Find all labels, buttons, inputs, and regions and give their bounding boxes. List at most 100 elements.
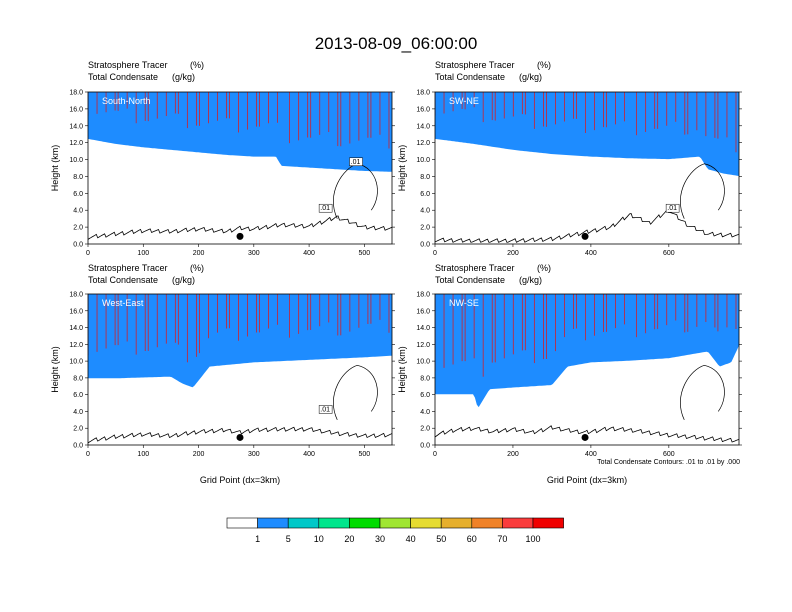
panel-header-tracer: Stratosphere Tracer (435, 60, 515, 70)
colorbar-label: 50 (436, 534, 446, 544)
x-tick-label: 400 (585, 451, 597, 458)
panels: Stratosphere Tracer (%) Total Condensate (g… (50, 60, 742, 485)
colorbar-label: 60 (467, 534, 477, 544)
x-tick-label: 100 (137, 451, 149, 458)
location-marker (581, 433, 589, 441)
y-tick-label: 6.0 (420, 191, 430, 198)
y-axis-label: Height (km) (50, 145, 60, 192)
tracer-band-10 (435, 92, 739, 176)
panel-header-condensate: Total Condensate (88, 72, 158, 82)
condensate-contour (333, 364, 378, 420)
tracer-band-10 (88, 92, 392, 172)
condensate-contour (680, 163, 725, 219)
contour-label: .01 (320, 205, 330, 212)
colorbar-label: 1 (255, 534, 260, 544)
y-tick-label: 4.0 (420, 409, 430, 416)
region-label: NW-SE (449, 298, 479, 308)
colorbar-swatch (471, 517, 503, 529)
x-tick-label: 200 (507, 451, 519, 458)
contour-label-box (665, 203, 680, 213)
y-tick-label: 6.0 (420, 392, 430, 399)
y-tick-label: 18.0 (69, 90, 83, 97)
y-tick-label: 12.0 (69, 140, 83, 147)
panel-header-condensate-unit: (g/kg) (519, 72, 542, 82)
panel-header-condensate: Total Condensate (435, 72, 505, 82)
region-label: West-East (102, 298, 144, 308)
x-tick-label: 500 (359, 451, 371, 458)
colorbar-label: 30 (375, 534, 385, 544)
plot-frame (87, 91, 393, 245)
y-tick-label: 18.0 (416, 292, 430, 299)
y-tick-label: 4.0 (73, 409, 83, 416)
y-tick-label: 10.0 (69, 157, 83, 164)
colorbar-label: 70 (497, 534, 507, 544)
panel-header-condensate: Total Condensate (435, 275, 505, 285)
plot-frame (434, 293, 740, 446)
contour-label: .01 (351, 159, 361, 166)
contour-label: .01 (667, 205, 677, 212)
colorbar-label: 100 (525, 534, 540, 544)
colorbar-swatch (349, 517, 381, 529)
x-tick-label: 200 (193, 451, 205, 458)
y-tick-label: 16.0 (416, 308, 430, 315)
figure-title: 2013-08-09_06:00:00 (315, 34, 478, 53)
y-tick-label: 6.0 (73, 191, 83, 198)
x-tick-label: 400 (303, 451, 315, 458)
region-label: South-North (102, 96, 151, 106)
plot-area: .01 (435, 92, 739, 244)
y-tick-label: 4.0 (420, 208, 430, 215)
plot-area (435, 294, 739, 445)
colorbar-label: 40 (406, 534, 416, 544)
y-tick-label: 14.0 (69, 123, 83, 130)
y-tick-label: 8.0 (73, 375, 83, 382)
panel-west-east: Stratosphere Tracer (%) Total Condensate (g… (50, 263, 395, 485)
y-tick-label: 0.0 (73, 443, 83, 450)
terrain-line (435, 425, 739, 443)
x-tick-label: 0 (433, 250, 437, 257)
y-tick-label: 0.0 (420, 443, 430, 450)
y-tick-label: 16.0 (416, 106, 430, 113)
y-tick-label: 10.0 (416, 157, 430, 164)
y-axis-label: Height (km) (50, 346, 60, 393)
panel-header-tracer: Stratosphere Tracer (88, 263, 168, 273)
y-tick-label: 18.0 (416, 90, 430, 97)
colorbar: 1 5 10 20 30 40 50 60 70 100 (226, 517, 564, 544)
x-axis-label: Grid Point (dx=3km) (200, 475, 280, 485)
x-tick-label: 200 (193, 250, 205, 257)
terrain-line (88, 426, 392, 444)
contour-label-box (349, 157, 363, 167)
y-tick-label: 2.0 (73, 225, 83, 232)
panel-header-tracer-unit: (%) (537, 60, 551, 70)
plot-area: .01 .01 (88, 92, 392, 244)
y-axis-label: Height (km) (397, 346, 407, 393)
y-tick-label: 4.0 (73, 208, 83, 215)
contour-label: .01 (320, 406, 330, 413)
panel-header-tracer: Stratosphere Tracer (88, 60, 168, 70)
y-tick-label: 8.0 (420, 174, 430, 181)
x-tick-label: 0 (86, 250, 90, 257)
x-tick-label: 0 (86, 451, 90, 458)
y-tick-label: 8.0 (420, 375, 430, 382)
y-tick-label: 2.0 (420, 426, 430, 433)
colorbar-swatch (410, 517, 442, 529)
x-tick-label: 100 (137, 250, 149, 257)
x-tick-label: 600 (663, 451, 675, 458)
colorbar-label: 10 (314, 534, 324, 544)
y-tick-label: 12.0 (416, 140, 430, 147)
x-tick-label: 300 (248, 250, 260, 257)
location-marker (236, 433, 244, 441)
y-tick-label: 10.0 (416, 359, 430, 366)
x-tick-label: 200 (507, 250, 519, 257)
colorbar-swatch (440, 517, 473, 529)
y-tick-label: 2.0 (73, 426, 83, 433)
x-tick-label: 0 (433, 451, 437, 458)
contour-label-box (318, 203, 333, 213)
contour-label-box (318, 405, 333, 414)
panel-south-north: Stratosphere Tracer (%) Total Condensate (g… (50, 60, 395, 257)
panel-header-condensate-unit: (g/kg) (172, 72, 195, 82)
panel-header-condensate-unit: (g/kg) (519, 275, 542, 285)
y-tick-label: 10.0 (69, 359, 83, 366)
plot-area: .01 (88, 294, 392, 445)
x-tick-label: 400 (303, 250, 315, 257)
y-tick-label: 12.0 (416, 342, 430, 349)
